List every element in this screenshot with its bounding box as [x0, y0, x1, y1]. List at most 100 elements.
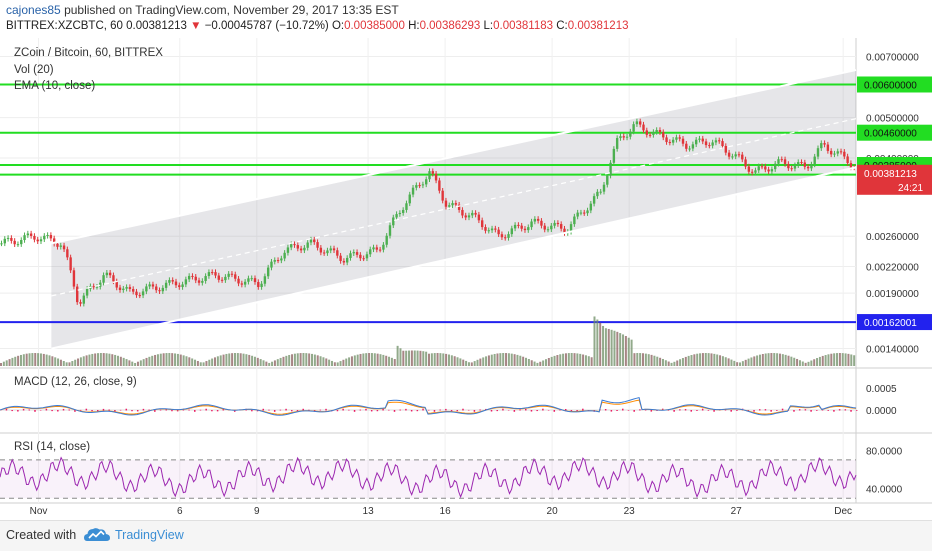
candle-body [85, 288, 89, 296]
volume-bar [701, 353, 704, 366]
volume-bar [744, 359, 747, 366]
volume-bar [536, 362, 539, 366]
volume-bar [162, 353, 165, 366]
macd-histogram-bar [576, 410, 578, 412]
macd-histogram-bar [199, 409, 202, 411]
candle-body [556, 222, 560, 225]
volume-bar [416, 350, 419, 366]
candle-body [385, 235, 388, 245]
volume-bar [25, 353, 28, 366]
volume-bar [256, 357, 259, 366]
volume-bar [302, 353, 305, 366]
volume-bar [656, 356, 659, 366]
macd-histogram-bar [211, 410, 213, 412]
volume-bar [325, 358, 328, 366]
macd-histogram-bar [684, 409, 687, 411]
candle-body [438, 180, 441, 191]
volume-bar [231, 353, 234, 366]
macd-histogram-bar [838, 409, 841, 411]
tradingview-brand[interactable]: TradingView [115, 528, 184, 542]
candle-body [579, 212, 583, 214]
volume-bar [216, 356, 219, 366]
candle-body [191, 275, 194, 277]
volume-bar [279, 357, 282, 366]
volume-bar [579, 353, 582, 366]
macd-histogram-bar [559, 409, 561, 411]
candle-body [826, 144, 830, 151]
volume-bar [530, 360, 533, 366]
macd-histogram-bar [142, 408, 145, 411]
candle-body [849, 163, 853, 168]
candle-body [99, 282, 102, 287]
macd-histogram-bar [382, 408, 384, 411]
volume-bar [405, 350, 408, 366]
volume-bar [838, 353, 841, 366]
volume-bar [48, 355, 51, 366]
candle-body [833, 153, 836, 155]
candle-body [405, 203, 408, 210]
volume-bar [607, 328, 610, 366]
author-link[interactable]: cajones85 [6, 3, 61, 17]
candle-body [62, 245, 66, 250]
candle-body [487, 230, 490, 232]
last-price: 0.00381213 [126, 20, 187, 32]
volume-bar [559, 354, 562, 366]
volume-bar [778, 353, 781, 366]
candle-body [694, 139, 698, 145]
candle-body [665, 137, 668, 143]
volume-bar [476, 359, 479, 366]
candle-body [750, 171, 754, 173]
volume-bar [342, 359, 345, 366]
volume-bar [573, 353, 576, 366]
candle-body [168, 280, 171, 283]
chart-canvas[interactable]: 0.007000000.005000000.004000000.00260000… [0, 38, 932, 520]
candle-body [431, 171, 434, 174]
candle-body [131, 288, 135, 292]
candle-body [0, 243, 3, 245]
macd-histogram-bar [850, 410, 852, 412]
macd-histogram-bar [758, 409, 761, 411]
volume-bar [139, 360, 142, 366]
macd-histogram-bar [730, 410, 732, 412]
volume-bar [513, 354, 516, 366]
candle-body [800, 162, 803, 164]
macd-histogram-bar [428, 409, 430, 411]
volume-bar [271, 361, 274, 366]
macd-histogram-bar [650, 410, 653, 412]
volume-bar [102, 353, 105, 366]
macd-histogram-bar [770, 410, 772, 412]
candle-body [602, 184, 606, 192]
volume-bar [830, 353, 833, 366]
volume-bar [784, 354, 787, 366]
candle-body [283, 252, 286, 259]
volume-bar [205, 361, 208, 366]
volume-bar [496, 353, 499, 366]
candle-body [747, 166, 751, 172]
macd-tick-label: 0.0005 [866, 384, 897, 395]
volume-bar [402, 350, 405, 366]
candle-body [181, 284, 184, 288]
candle-body [517, 224, 520, 226]
macd-histogram-bar [416, 410, 419, 412]
volume-bar [810, 360, 813, 366]
candle-body [395, 214, 398, 218]
macd-histogram-bar [656, 410, 658, 411]
volume-bar [28, 353, 31, 366]
macd-histogram-bar [513, 410, 516, 412]
macd-histogram-bar [793, 410, 795, 412]
candle-body [158, 290, 161, 292]
volume-bar [630, 339, 633, 366]
candle-body [510, 228, 514, 235]
current-price-tag [857, 164, 932, 195]
volume-bar [208, 359, 211, 366]
volume-bar [470, 362, 473, 366]
candle-body [533, 218, 537, 222]
candle-body [790, 168, 793, 170]
macd-histogram-bar [85, 408, 88, 411]
candle-body [461, 209, 464, 216]
macd-histogram-bar [627, 410, 630, 411]
candle-body [118, 287, 122, 291]
volume-bar [544, 359, 547, 366]
rsi-line [0, 456, 857, 499]
volume-bar [273, 360, 276, 366]
